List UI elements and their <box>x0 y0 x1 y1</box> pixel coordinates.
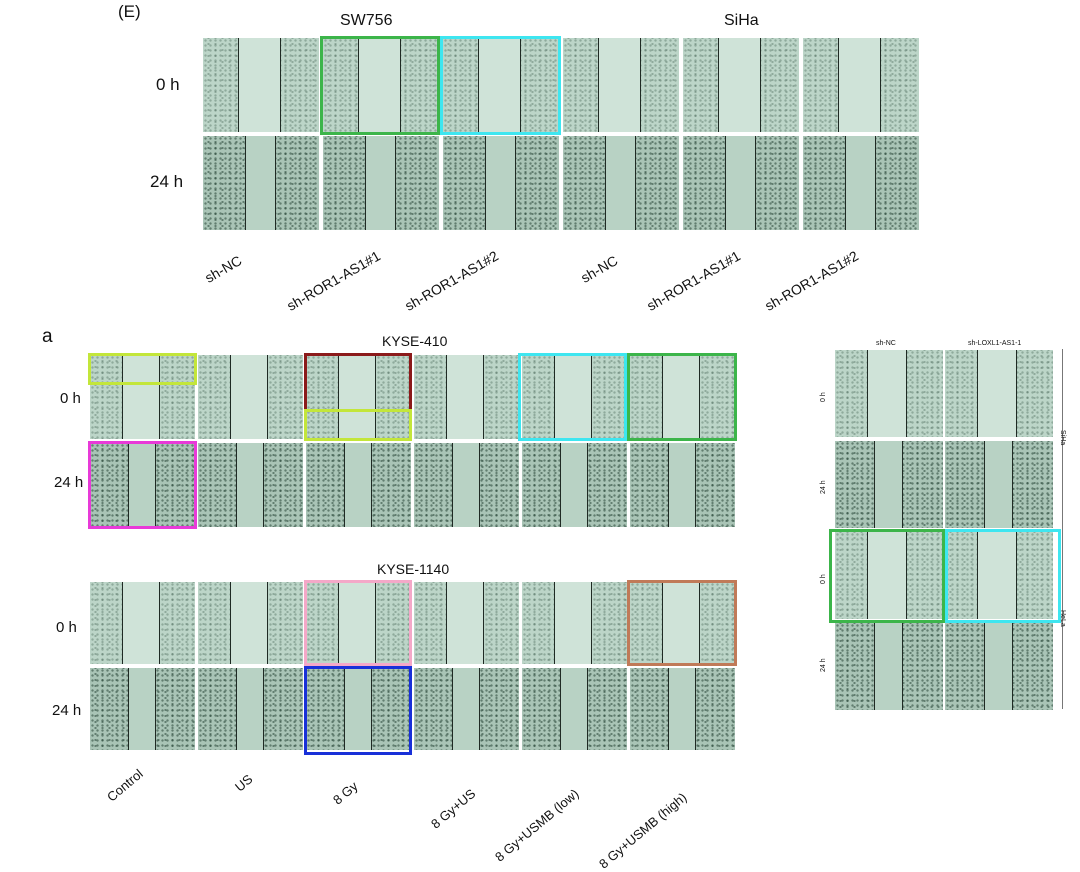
scratch-image-right-r3-c2 <box>945 532 1053 619</box>
col-label-e-3: sh-ROR1-AS1#2 <box>402 247 501 314</box>
row-label-0h-e: 0 h <box>156 75 180 94</box>
highlight-box-lime-top <box>88 353 197 385</box>
scratch-image-e-r2-c3 <box>443 136 559 230</box>
highlight-box-cyan-a <box>518 353 627 441</box>
scratch-image-a1-r1-c6 <box>630 355 735 439</box>
highlight-box-green-right <box>829 529 945 623</box>
highlight-box-cyan <box>440 36 561 135</box>
highlight-box-green-a <box>627 353 737 441</box>
scratch-image-a2-r1-c5 <box>522 582 627 664</box>
group-label-kyse-1140: KYSE-1140 <box>377 561 450 577</box>
right-col-label-1: sh-NC <box>876 340 896 347</box>
scratch-image-a1-r1-c1 <box>90 355 195 439</box>
col-label-e-1: sh-NC <box>202 252 245 286</box>
right-row-label-3: 0 h <box>820 574 827 584</box>
scratch-image-a1-r2-c5 <box>522 443 627 527</box>
row-label-0h-a1: 0 h <box>60 390 81 407</box>
col-label-a-1: Control <box>104 766 146 805</box>
col-label-e-5: sh-ROR1-AS1#1 <box>644 247 743 314</box>
scratch-image-a1-r1-c5 <box>522 355 627 439</box>
panel-e-letter: (E) <box>118 2 141 21</box>
right-row-label-1: 0 h <box>820 392 827 402</box>
right-row-label-4: 24 h <box>820 658 827 672</box>
scratch-image-right-r1-c1 <box>835 350 943 437</box>
scratch-image-a1-r1-c3 <box>306 355 411 439</box>
highlight-box-blue <box>304 666 412 755</box>
col-label-a-3: 8 Gy <box>330 778 361 808</box>
group-label-kyse-410: KYSE-410 <box>382 333 448 349</box>
scratch-image-a1-r2-c3 <box>306 443 411 527</box>
col-label-e-2: sh-ROR1-AS1#1 <box>284 247 383 314</box>
scratch-image-a2-r1-c4 <box>414 582 519 664</box>
row-label-24h-e: 24 h <box>150 172 184 191</box>
scratch-image-a2-r1-c6 <box>630 582 735 664</box>
scratch-image-a2-r2-c4 <box>414 668 519 750</box>
right-side-label-siha: SiHa <box>1059 430 1066 446</box>
highlight-box-lime-bottom <box>304 409 412 441</box>
scratch-image-a1-r1-c2 <box>198 355 303 439</box>
scratch-image-a2-r2-c2 <box>198 668 303 750</box>
highlight-box-magenta <box>88 441 197 529</box>
scratch-image-e-r1-c2 <box>323 38 439 132</box>
row-label-24h-a1: 24 h <box>54 474 84 491</box>
col-label-a-2: US <box>232 771 256 795</box>
scratch-image-a2-r1-c2 <box>198 582 303 664</box>
scratch-image-right-r3-c1 <box>835 532 943 619</box>
scratch-image-e-r2-c5 <box>683 136 799 230</box>
scratch-image-a1-r1-c4 <box>414 355 519 439</box>
scratch-image-a2-r2-c6 <box>630 668 735 750</box>
scratch-image-e-r1-c6 <box>803 38 919 132</box>
scratch-image-right-r4-c1 <box>835 623 943 710</box>
right-row-label-2: 24 h <box>820 480 827 494</box>
panel-a-letter: a <box>42 326 53 347</box>
scratch-image-right-r4-c2 <box>945 623 1053 710</box>
highlight-box-brown <box>627 580 737 666</box>
scratch-image-a2-r2-c5 <box>522 668 627 750</box>
group-label-siha: SiHa <box>724 12 759 29</box>
scratch-image-e-r1-c1 <box>203 38 319 132</box>
scratch-image-right-r1-c2 <box>945 350 1053 437</box>
highlight-box-green <box>320 36 440 135</box>
col-label-a-4: 8 Gy+US <box>428 785 479 832</box>
scratch-image-e-r1-c3 <box>443 38 559 132</box>
col-label-e-4: sh-NC <box>578 252 621 286</box>
scratch-image-right-r2-c1 <box>835 441 943 528</box>
scratch-image-a1-r2-c2 <box>198 443 303 527</box>
col-label-a-6: 8 Gy+USMB (high) <box>596 789 690 872</box>
highlight-box-pink <box>304 580 412 666</box>
scratch-image-a1-r2-c1 <box>90 443 195 527</box>
row-label-24h-a2: 24 h <box>52 702 82 719</box>
scratch-image-e-r2-c2 <box>323 136 439 230</box>
scratch-image-a2-r2-c3 <box>306 668 411 750</box>
scratch-image-e-r1-c4 <box>563 38 679 132</box>
scratch-image-e-r2-c4 <box>563 136 679 230</box>
scratch-image-a2-r2-c1 <box>90 668 195 750</box>
col-label-e-6: sh-ROR1-AS1#2 <box>762 247 861 314</box>
highlight-box-cyan-right <box>945 529 1061 623</box>
group-label-sw756: SW756 <box>340 12 393 29</box>
right-bracket-line <box>1062 349 1063 709</box>
scratch-image-e-r2-c1 <box>203 136 319 230</box>
scratch-image-a2-r1-c3 <box>306 582 411 664</box>
col-label-a-5: 8 Gy+USMB (low) <box>492 785 582 865</box>
scratch-image-a1-r2-c4 <box>414 443 519 527</box>
scratch-image-e-r2-c6 <box>803 136 919 230</box>
scratch-image-right-r2-c2 <box>945 441 1053 528</box>
right-col-label-2: sh-LOXL1-AS1-1 <box>968 340 1022 347</box>
right-side-label-hela: HeLa <box>1059 610 1066 627</box>
row-label-0h-a2: 0 h <box>56 619 77 636</box>
scratch-image-a2-r1-c1 <box>90 582 195 664</box>
scratch-image-a1-r2-c6 <box>630 443 735 527</box>
scratch-image-e-r1-c5 <box>683 38 799 132</box>
